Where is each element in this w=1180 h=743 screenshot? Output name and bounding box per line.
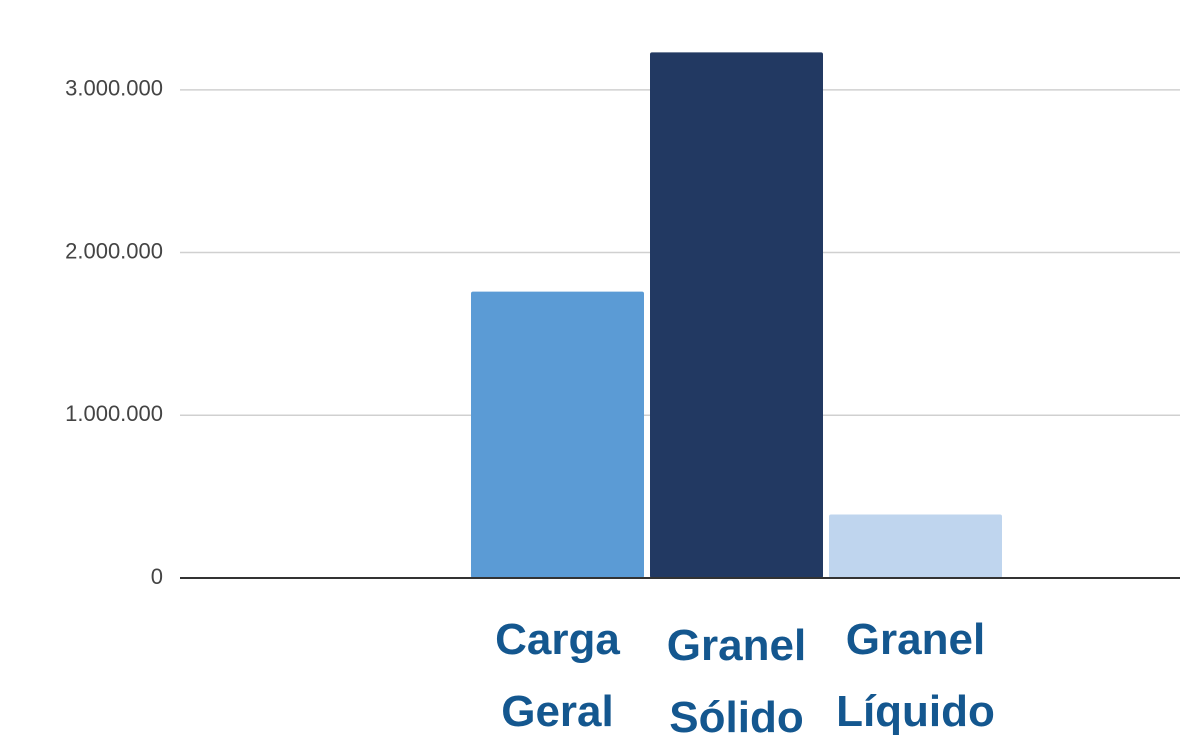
y-tick-label: 3.000.000	[65, 76, 163, 101]
y-tick-label: 2.000.000	[65, 238, 163, 263]
x-tick-label: Granel Líquido	[836, 615, 995, 736]
y-tick-label: 0	[151, 564, 163, 589]
bar	[471, 291, 644, 578]
y-tick-label: 1.000.000	[65, 401, 163, 426]
bar	[829, 514, 1002, 578]
bar	[650, 52, 823, 578]
x-tick-label: Granel Sólido	[666, 621, 807, 742]
x-tick-label: Carga Geral	[495, 615, 620, 736]
